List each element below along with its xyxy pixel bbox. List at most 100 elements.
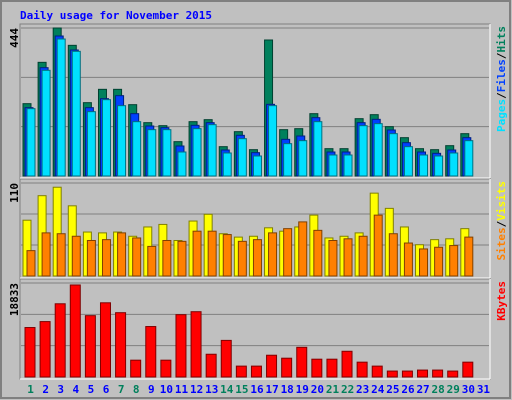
bar (237, 240, 247, 277)
bar (462, 361, 474, 378)
legend: Sites/Visits (495, 181, 508, 261)
bar (250, 365, 262, 378)
bar (220, 339, 232, 378)
bar (162, 129, 172, 177)
x-tick-label: 8 (133, 383, 140, 396)
bar (449, 245, 459, 277)
x-tick-label: 25 (386, 383, 399, 396)
bar (160, 359, 172, 378)
bar (115, 312, 127, 378)
x-tick-label: 30 (462, 383, 475, 396)
x-tick-label: 14 (220, 383, 234, 396)
bar (177, 151, 187, 177)
bar (343, 154, 353, 177)
bar (358, 235, 368, 277)
bar (328, 154, 338, 177)
bar (145, 326, 157, 378)
bar (26, 108, 36, 177)
bar (207, 230, 217, 277)
bar (207, 124, 217, 177)
x-tick-label: 23 (356, 383, 369, 396)
bar (401, 370, 413, 378)
x-tick-label: 20 (311, 383, 324, 396)
bar (101, 99, 111, 177)
bar (281, 357, 293, 378)
bar (313, 121, 323, 177)
legend-separator: / (495, 92, 508, 99)
bar (328, 239, 338, 277)
x-tick-label: 11 (175, 383, 189, 396)
x-tick-label: 3 (57, 383, 64, 396)
bar (24, 327, 36, 378)
bar (283, 143, 293, 177)
x-tick-label: 4 (73, 383, 80, 396)
bar (175, 314, 187, 378)
bar (356, 361, 368, 378)
x-tick-label: 10 (160, 383, 173, 396)
bar (205, 353, 217, 378)
bar (326, 358, 338, 378)
bar (84, 315, 96, 378)
bar (132, 237, 142, 277)
bar (192, 128, 202, 177)
bar (434, 155, 444, 177)
bar (447, 370, 459, 378)
x-tick-label: 19 (296, 383, 309, 396)
x-tick-label: 9 (148, 383, 155, 396)
chart-title: Daily usage for November 2015 (20, 9, 212, 22)
bar (86, 239, 96, 277)
x-tick-label: 16 (250, 383, 264, 396)
bar (311, 358, 323, 378)
bar (190, 311, 202, 378)
bar (371, 365, 383, 378)
bar (41, 232, 51, 277)
x-tick-label: 6 (103, 383, 110, 396)
x-tick-label: 28 (432, 383, 445, 396)
legend-entry: Files (495, 59, 508, 92)
bar (147, 245, 157, 277)
bar (162, 239, 172, 277)
bar (86, 111, 96, 177)
bar (41, 69, 51, 177)
legend-entry: Pages (495, 99, 508, 132)
bar (313, 229, 323, 277)
x-tick-label: 1 (27, 383, 34, 396)
bar (386, 370, 398, 378)
bar (464, 236, 474, 277)
y-tick-label: 444 (8, 28, 21, 48)
bar (373, 214, 383, 277)
bar (283, 228, 293, 277)
x-tick-label: 18 (281, 383, 294, 396)
bar (268, 105, 278, 177)
bar (222, 234, 232, 277)
bar (117, 105, 127, 177)
bar (54, 303, 66, 378)
bar (147, 129, 157, 177)
legend-entry: KBytes (495, 281, 508, 321)
bar (268, 232, 278, 277)
y-tick-label: 110 (8, 183, 21, 203)
legend-entry: Sites (495, 227, 508, 260)
legend-entry: Hits (495, 26, 508, 53)
bar (99, 302, 111, 378)
bar (132, 121, 142, 177)
legend-separator: / (495, 52, 508, 59)
x-tick-label: 17 (265, 383, 278, 396)
x-tick-label: 22 (341, 383, 354, 396)
bar (419, 248, 429, 277)
legend-separator: / (495, 220, 508, 227)
y-tick-label: 18833 (8, 283, 21, 316)
bar (403, 242, 413, 277)
x-tick-label: 24 (371, 383, 385, 396)
x-tick-label: 26 (401, 383, 415, 396)
x-tick-label: 21 (326, 383, 340, 396)
bar (434, 246, 444, 277)
bar (39, 321, 51, 378)
bar (101, 239, 111, 277)
bar (464, 140, 474, 177)
bar (388, 233, 398, 277)
x-tick-label: 29 (447, 383, 460, 396)
bar (237, 138, 247, 177)
